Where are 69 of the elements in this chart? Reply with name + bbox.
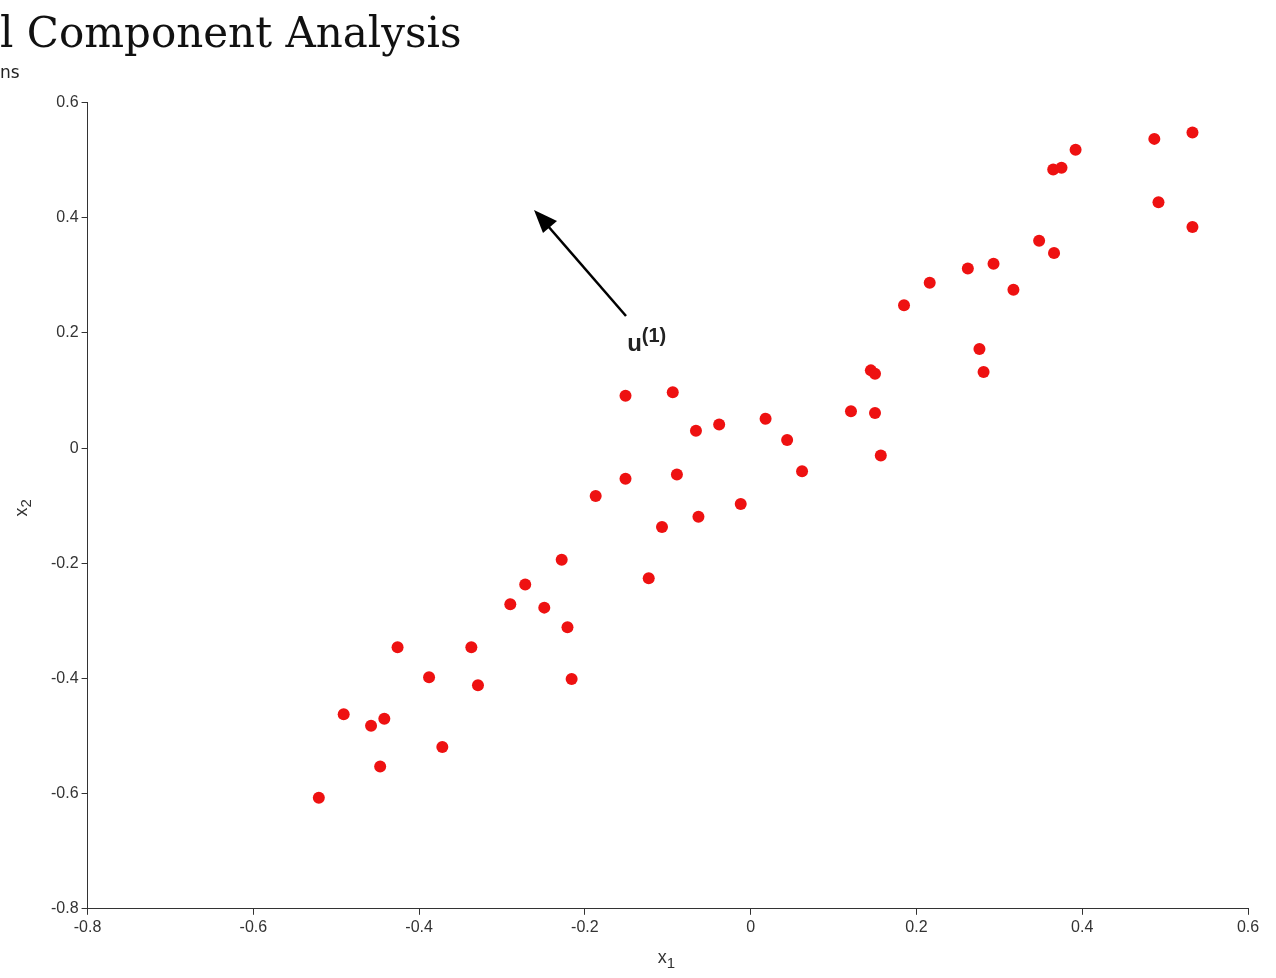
point: [692, 510, 705, 523]
point: [759, 412, 772, 425]
y-tick-label: -0.4: [50, 668, 79, 686]
point: [713, 418, 726, 431]
y-tick-label: 0.6: [56, 93, 79, 111]
x-tick-label: 0.2: [905, 917, 928, 935]
point: [874, 449, 887, 462]
point: [504, 598, 517, 611]
y-tick-label: 0.4: [56, 208, 79, 226]
point: [923, 276, 936, 289]
y-tick-label: -0.2: [50, 553, 79, 571]
point: [589, 489, 602, 502]
point: [1055, 161, 1068, 174]
point: [796, 465, 809, 478]
point: [465, 641, 478, 654]
point: [973, 343, 986, 356]
x-tick-label: 0.6: [1236, 917, 1260, 935]
x-tick-label: 0: [746, 917, 756, 935]
point: [1186, 126, 1199, 139]
chart-title: l Component Analysis: [0, 8, 462, 57]
point: [619, 389, 632, 402]
chart-subtitle: ns: [0, 62, 20, 82]
x-tick-label: -0.2: [571, 917, 599, 935]
point: [734, 497, 747, 510]
point: [1152, 196, 1165, 209]
point: [378, 712, 391, 725]
point: [844, 405, 857, 418]
point: [670, 468, 683, 481]
x-tick-label: 0.4: [1071, 917, 1094, 935]
x-axis-title: x$_{1}$: [657, 946, 676, 971]
point: [781, 434, 794, 447]
point: [365, 719, 378, 732]
x-tick-label: -0.4: [405, 917, 433, 935]
point: [1148, 132, 1161, 145]
point: [655, 521, 668, 534]
point: [689, 424, 702, 437]
point: [1007, 283, 1020, 296]
annotation: u$^{(1)}$: [627, 324, 667, 358]
point: [1186, 220, 1199, 233]
point: [519, 578, 532, 591]
y-tick-label: 0: [69, 438, 79, 456]
point: [391, 641, 404, 654]
point: [666, 386, 679, 399]
point: [1069, 143, 1082, 156]
point: [561, 621, 574, 634]
point: [471, 679, 484, 692]
point: [898, 299, 911, 312]
point: [642, 572, 655, 585]
point: [565, 673, 578, 686]
point: [869, 406, 882, 419]
point: [869, 367, 882, 380]
point: [977, 366, 990, 379]
point: [337, 708, 350, 721]
point: [538, 601, 551, 614]
point: [619, 472, 632, 485]
point: [436, 740, 449, 753]
point: [1033, 234, 1046, 247]
point: [1048, 246, 1061, 259]
x-tick-label: -0.6: [239, 917, 268, 935]
point: [987, 257, 1000, 270]
point: [555, 553, 568, 566]
x-tick-label: -0.8: [73, 917, 102, 935]
point: [312, 791, 325, 804]
point: [961, 262, 974, 275]
point: [423, 671, 436, 684]
y-tick-label: -0.6: [50, 784, 79, 802]
y-tick-label: -0.8: [50, 899, 79, 917]
y-tick-label: 0.2: [56, 323, 79, 341]
point: [374, 760, 387, 773]
